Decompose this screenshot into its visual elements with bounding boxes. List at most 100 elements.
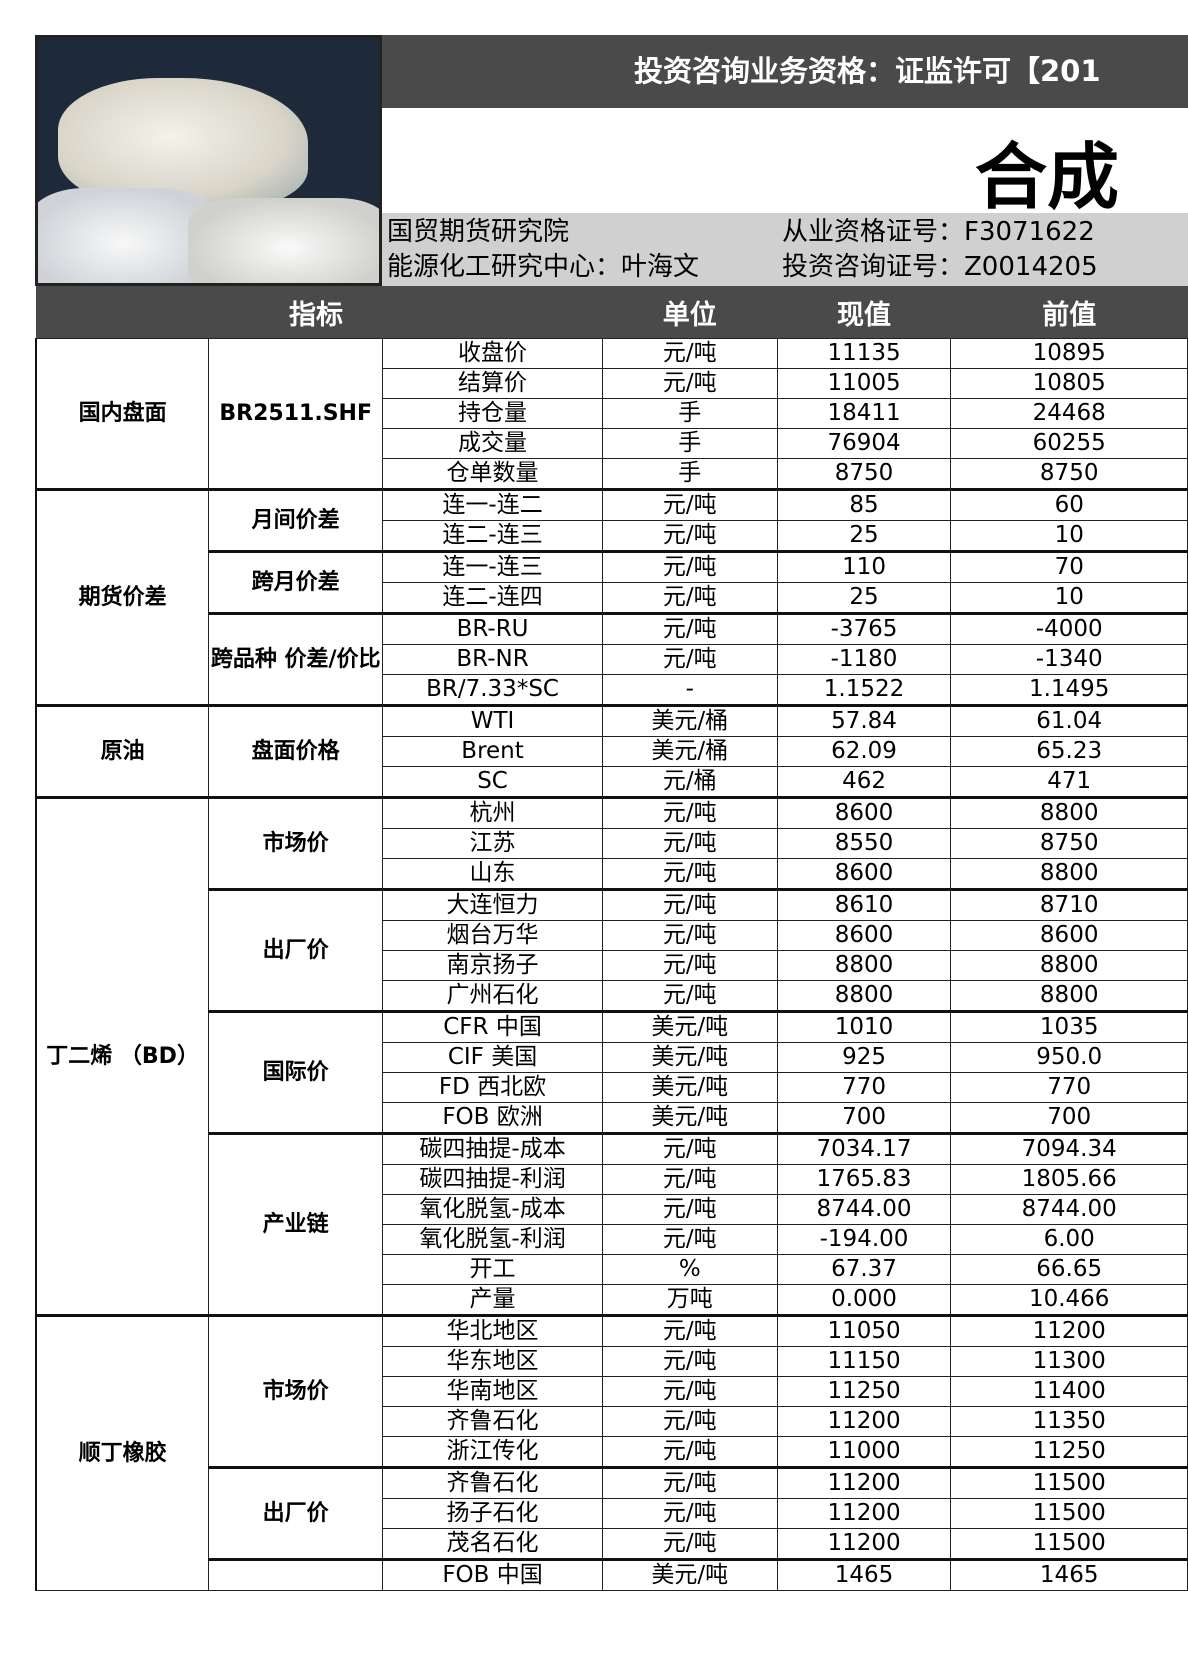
indicator-cell: 开工 [382, 1254, 603, 1285]
unit-cell: 元/吨 [601, 338, 778, 369]
unit-cell: 元/吨 [601, 550, 778, 583]
license-text: 投资咨询业务资格：证监许可【201 [634, 54, 1101, 88]
previous-value-cell: 8800 [950, 980, 1188, 1012]
subgroup-label: 产业链 [208, 1132, 384, 1316]
table-row: 齐鲁石化 元/吨 11200 11350 [36, 1406, 1188, 1437]
previous-value-cell: 11500 [950, 1466, 1188, 1499]
table-row: 华东地区 元/吨 11150 11300 [36, 1346, 1188, 1377]
current-value-cell: 1.1522 [776, 674, 952, 706]
subgroup-label: 出厂价 [208, 888, 384, 1012]
previous-value-cell: 11500 [950, 1528, 1188, 1560]
unit-cell: 元/吨 [601, 1498, 778, 1529]
previous-value-cell: 66.65 [950, 1254, 1188, 1285]
previous-value-cell: 65.23 [950, 736, 1188, 767]
unit-cell: 元/吨 [601, 858, 778, 890]
previous-value-cell: 61.04 [950, 704, 1188, 737]
current-value-cell: 8600 [776, 858, 952, 890]
indicator-cell: BR/7.33*SC [382, 674, 603, 706]
subgroup-label: 跨品种 价差/价比 [208, 612, 384, 706]
unit-cell: 元/吨 [601, 1346, 778, 1377]
indicator-cell: 扬子石化 [382, 1498, 603, 1529]
indicator-cell: 烟台万华 [382, 920, 603, 951]
current-value-cell: 62.09 [776, 736, 952, 767]
indicator-cell: 氧化脱氢-利润 [382, 1224, 603, 1255]
table-row: 江苏 元/吨 8550 8750 [36, 828, 1188, 859]
unit-cell: 元/吨 [601, 828, 778, 859]
indicator-cell: 成交量 [382, 428, 603, 459]
previous-value-cell: 6.00 [950, 1224, 1188, 1255]
product-photo [35, 35, 382, 286]
current-value-cell: 18411 [776, 398, 952, 429]
indicator-cell: 连一-连三 [382, 550, 603, 583]
group-label: 丁二烯 （BD） [35, 796, 210, 1316]
table-row: 浙江传化 元/吨 11000 11250 [36, 1436, 1188, 1468]
previous-value-cell: 10895 [950, 338, 1188, 369]
table-row: BR/7.33*SC -1.1522 1.1495 [36, 674, 1188, 706]
indicator-cell: 山东 [382, 858, 603, 890]
previous-value-cell: 8750 [950, 458, 1188, 490]
indicator-cell: 连二-连三 [382, 520, 603, 552]
unit-cell: 元/吨 [601, 888, 778, 921]
indicator-cell: BR-NR [382, 644, 603, 675]
table-row: FOB 中国 美元/吨 1465 1465 [36, 1558, 1188, 1591]
unit-cell: 元/吨 [601, 1224, 778, 1255]
table-row: 产业链 碳四抽提-成本 元/吨 7034.17 7094.34 [36, 1132, 1188, 1316]
indicator-cell: 杭州 [382, 796, 603, 829]
unit-cell: 美元/吨 [601, 1010, 778, 1043]
previous-value-cell: 770 [950, 1072, 1188, 1103]
table-row: FD 西北欧 美元/吨 770 770 [36, 1072, 1188, 1103]
license-bar: 投资咨询业务资格：证监许可【201 [382, 35, 1188, 108]
indicator-cell: 南京扬子 [382, 950, 603, 981]
table-row: 丁二烯 （BD） 市场价 杭州 元/吨 8600 8800 [35, 796, 1188, 1316]
unit-cell: 元/吨 [601, 1164, 778, 1195]
institute: 国贸期货研究院 [387, 217, 570, 247]
col-indicator: 指标 [36, 286, 603, 339]
subgroup-label: 跨月价差 [208, 550, 384, 614]
current-value-cell: 11050 [776, 1314, 952, 1347]
title-box: 合成 [382, 108, 1188, 213]
table-row: 氧化脱氢-成本 元/吨 8744.00 8744.00 [36, 1194, 1188, 1225]
current-value-cell: 0.000 [776, 1284, 952, 1316]
unit-cell: 元/吨 [601, 980, 778, 1012]
table-row: 南京扬子 元/吨 8800 8800 [36, 950, 1188, 981]
indicator-cell: 连二-连四 [382, 582, 603, 614]
unit-cell: 元/吨 [601, 368, 778, 399]
unit-cell: 元/吨 [601, 612, 778, 645]
subgroup-label: 国际价 [208, 1010, 384, 1134]
unit-cell: % [601, 1254, 778, 1285]
table-row: 国际价 CFR 中国 美元/吨 1010 1035 [36, 1010, 1188, 1134]
indicator-cell: BR-RU [382, 612, 603, 645]
table-row: 连二-连三 元/吨 25 10 [36, 520, 1188, 552]
previous-value-cell: 950.0 [950, 1042, 1188, 1073]
previous-value-cell: 1035 [950, 1010, 1188, 1043]
unit-cell: 元/吨 [601, 520, 778, 552]
previous-value-cell: 70 [950, 550, 1188, 583]
indicator-cell: 茂名石化 [382, 1528, 603, 1560]
previous-value-cell: 11250 [950, 1436, 1188, 1468]
subgroup-label: 盘面价格 [208, 704, 384, 798]
indicator-cell: 碳四抽提-成本 [382, 1132, 603, 1165]
indicator-cell: 华东地区 [382, 1346, 603, 1377]
previous-value-cell: 1465 [950, 1558, 1188, 1591]
current-value-cell: -1180 [776, 644, 952, 675]
previous-value-cell: 1.1495 [950, 674, 1188, 706]
current-value-cell: 11005 [776, 368, 952, 399]
current-value-cell: 7034.17 [776, 1132, 952, 1165]
indicator-cell: 华南地区 [382, 1376, 603, 1407]
previous-value-cell: -1340 [950, 644, 1188, 675]
previous-value-cell: 8800 [950, 950, 1188, 981]
previous-value-cell: 1805.66 [950, 1164, 1188, 1195]
current-value-cell: 11200 [776, 1406, 952, 1437]
table-row: 出厂价 大连恒力 元/吨 8610 8710 [36, 888, 1188, 1012]
previous-value-cell: 60 [950, 488, 1188, 521]
previous-value-cell: 8710 [950, 888, 1188, 921]
unit-cell: 元/吨 [601, 1194, 778, 1225]
unit-cell: 元/吨 [601, 1528, 778, 1560]
table-row: 跨月价差 连一-连三 元/吨 110 70 [36, 550, 1188, 614]
indicator-cell: 氧化脱氢-成本 [382, 1194, 603, 1225]
current-value-cell: 110 [776, 550, 952, 583]
subgroup-label: 出厂价 [208, 1466, 384, 1560]
indicator-cell: CIF 美国 [382, 1042, 603, 1073]
table-row: 茂名石化 元/吨 11200 11500 [36, 1528, 1188, 1560]
unit-cell: 元/吨 [601, 920, 778, 951]
